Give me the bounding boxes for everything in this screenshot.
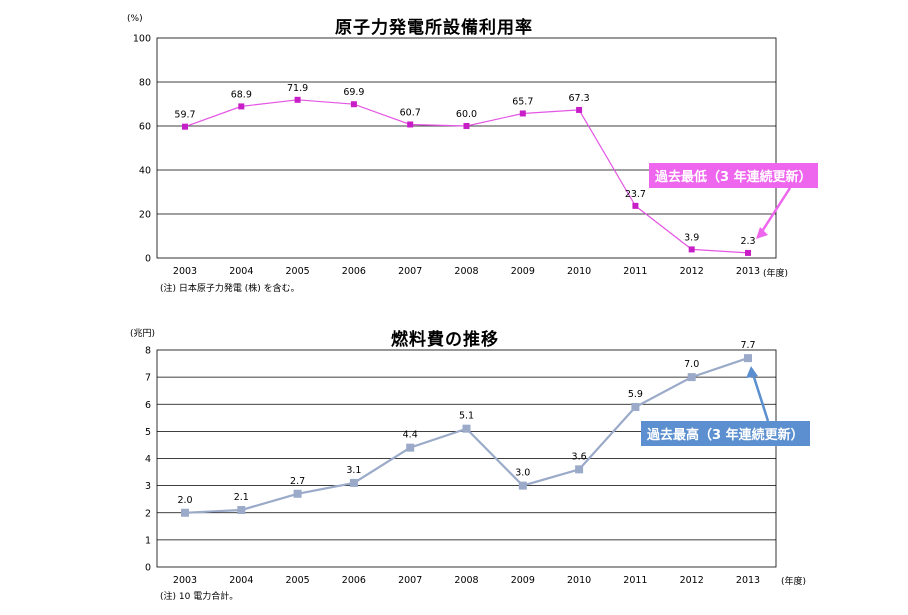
y-tick-label: 3 — [145, 481, 151, 492]
x-tick-label: 2010 — [567, 575, 591, 586]
data-label: 5.1 — [459, 411, 474, 422]
data-label: 4.4 — [403, 430, 418, 441]
y-tick-label: 0 — [145, 254, 151, 265]
y-tick-label: 0 — [145, 563, 151, 574]
plot-frame — [156, 37, 777, 259]
data-point — [293, 489, 302, 498]
data-point — [575, 465, 584, 474]
chart2-title: 燃料費の推移 — [391, 330, 499, 350]
x-tick-label: 2004 — [229, 575, 253, 586]
data-label: 60.0 — [456, 109, 477, 120]
x-tick-label: 2008 — [454, 575, 478, 586]
data-point — [744, 354, 752, 363]
data-point — [576, 106, 583, 113]
data-label: 2.1 — [234, 492, 249, 503]
x-tick-label: 2003 — [173, 266, 197, 277]
data-label: 2.0 — [177, 495, 192, 506]
data-label: 3.9 — [684, 232, 699, 243]
data-point — [406, 443, 415, 452]
data-label: 5.9 — [628, 389, 643, 400]
data-point — [462, 424, 471, 433]
data-label: 2.3 — [740, 236, 755, 247]
chart1-callout: 過去最低（3 年連続更新） — [649, 163, 818, 188]
chart1-year-unit: (年度) — [763, 269, 789, 279]
data-label: 65.7 — [512, 96, 533, 107]
chart2-note: (注) 10 電力合計。 — [160, 592, 239, 602]
chart2-year-unit: (年度) — [781, 577, 807, 587]
x-tick-label: 2013 — [736, 575, 760, 586]
data-label: 3.6 — [572, 451, 587, 462]
plot-frame — [156, 349, 777, 568]
data-label: 59.7 — [174, 110, 195, 121]
data-point — [238, 103, 245, 110]
data-label: 68.9 — [231, 89, 252, 100]
y-tick-label: 1 — [145, 535, 151, 546]
x-tick-label: 2012 — [680, 575, 704, 586]
y-tick-label: 6 — [145, 400, 151, 411]
x-tick-label: 2013 — [736, 266, 760, 277]
x-tick-label: 2005 — [286, 575, 310, 586]
x-tick-label: 2012 — [680, 266, 704, 277]
y-tick-label: 100 — [133, 34, 151, 45]
data-label: 67.3 — [569, 93, 590, 104]
y-tick-label: 5 — [145, 427, 151, 438]
callout-arrow-head — [756, 226, 768, 239]
callout-arrow-shaft — [751, 373, 770, 422]
x-tick-label: 2003 — [173, 575, 197, 586]
y-tick-label: 2 — [145, 508, 151, 519]
callout-arrow-head — [746, 366, 758, 379]
data-label: 7.0 — [684, 359, 699, 370]
y-tick-label: 40 — [139, 166, 151, 177]
x-tick-label: 2009 — [511, 266, 535, 277]
data-point — [237, 506, 246, 515]
chart1-title: 原子力発電所設備利用率 — [335, 18, 533, 38]
data-point — [519, 110, 526, 117]
callout-arrow-shaft — [759, 187, 792, 234]
data-point — [181, 508, 189, 517]
x-tick-label: 2007 — [398, 575, 422, 586]
data-point — [349, 478, 358, 487]
chart1-unit-label: (%) — [127, 14, 143, 24]
y-tick-label: 60 — [139, 122, 151, 133]
data-label: 3.1 — [346, 465, 361, 476]
x-tick-label: 2010 — [567, 266, 591, 277]
chart1-note: (注) 日本原子力発電 (株) を含む。 — [160, 284, 300, 294]
x-tick-label: 2011 — [623, 266, 647, 277]
chart2-callout: 過去最高（3 年連続更新） — [641, 421, 810, 446]
x-tick-label: 2006 — [342, 575, 366, 586]
data-label: 3.0 — [515, 468, 530, 479]
x-tick-label: 2004 — [229, 266, 253, 277]
data-point — [294, 96, 301, 103]
data-point — [518, 481, 527, 490]
y-tick-label: 4 — [145, 454, 151, 465]
x-tick-label: 2008 — [454, 266, 478, 277]
data-point — [632, 202, 639, 209]
data-point — [182, 123, 188, 130]
data-label: 69.9 — [343, 87, 364, 98]
x-tick-label: 2005 — [286, 266, 310, 277]
data-point — [350, 101, 357, 108]
data-point — [745, 249, 751, 256]
y-tick-label: 7 — [145, 373, 151, 384]
data-label: 60.7 — [400, 107, 421, 118]
data-point — [687, 373, 696, 382]
x-tick-label: 2009 — [511, 575, 535, 586]
x-tick-label: 2007 — [398, 266, 422, 277]
data-label: 71.9 — [287, 83, 308, 94]
chart2-unit-label: (兆円) — [130, 329, 156, 339]
data-point — [407, 121, 414, 128]
y-tick-label: 8 — [145, 346, 151, 357]
y-tick-label: 20 — [139, 210, 151, 221]
data-point — [631, 402, 640, 411]
x-tick-label: 2006 — [342, 266, 366, 277]
data-point — [463, 123, 470, 129]
data-label: 2.7 — [290, 476, 305, 487]
data-label: 23.7 — [625, 189, 646, 200]
data-point — [688, 246, 695, 253]
x-tick-label: 2011 — [623, 575, 647, 586]
y-tick-label: 80 — [139, 78, 151, 89]
data-label: 7.7 — [740, 340, 755, 351]
